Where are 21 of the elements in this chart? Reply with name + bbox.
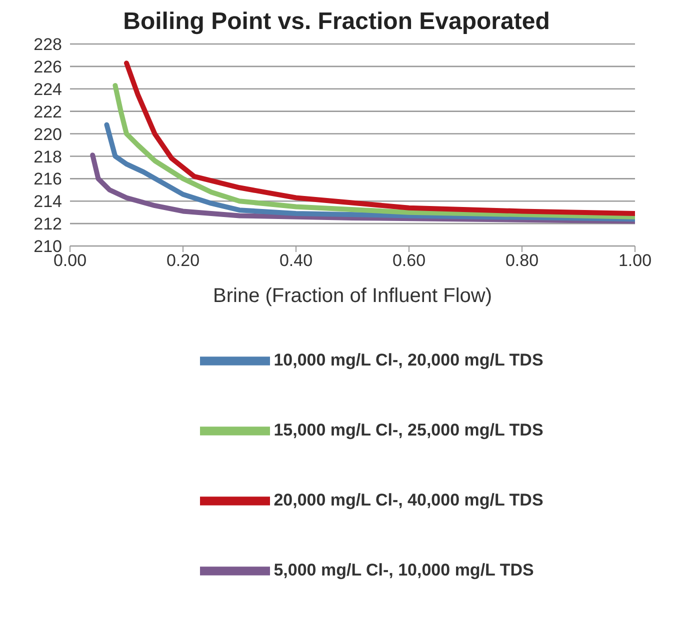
legend-label: 15,000 mg/L Cl-, 25,000 mg/L TDS	[274, 420, 544, 440]
y-tick-label: 218	[34, 147, 62, 166]
x-tick-label: 0.20	[166, 251, 200, 270]
x-tick-label: 0.40	[279, 251, 313, 270]
x-axis-title: Brine (Fraction of Influent Flow)	[213, 285, 492, 307]
chart-title: Boiling Point vs. Fraction Evaporated	[122, 8, 551, 36]
y-tick-label: 224	[34, 80, 62, 99]
y-tick-label: 226	[34, 57, 62, 76]
y-tick-label: 222	[34, 102, 62, 122]
x-tick-label: 0.80	[505, 251, 539, 270]
x-tick-label: 1.00	[618, 251, 652, 270]
legend-label: 5,000 mg/L Cl-, 10,000 mg/L TDS	[274, 560, 534, 580]
y-tick-label: 212	[34, 214, 62, 234]
y-tick-label: 216	[34, 170, 62, 189]
legend-label: 20,000 mg/L Cl-, 40,000 mg/L TDS	[274, 490, 544, 510]
y-tick-label: 214	[34, 192, 62, 212]
y-tick-label: 228	[34, 35, 62, 54]
legend-label: 10,000 mg/L Cl-, 20,000 mg/L TDS	[274, 350, 544, 370]
y-tick-label: 220	[34, 124, 62, 144]
x-tick-label: 0.60	[392, 251, 426, 270]
x-tick-label: 0.00	[53, 251, 87, 270]
